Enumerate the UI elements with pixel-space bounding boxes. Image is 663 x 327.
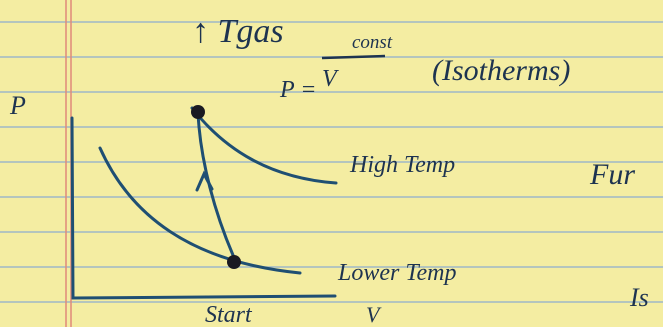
heading: ↑ Tgas (192, 13, 284, 50)
paper (0, 0, 663, 327)
margin-note: Fur (589, 158, 635, 191)
annotation: (Isotherms) (432, 54, 570, 87)
formula-lhs: P = (279, 77, 316, 103)
curve-label: High Temp (349, 152, 455, 178)
curve-label: Lower Temp (337, 260, 456, 286)
y-axis-label: P (9, 91, 26, 120)
margin-note: Is (629, 283, 649, 312)
denominator: V (322, 66, 339, 92)
numerator: const (352, 32, 393, 53)
state-point (191, 105, 205, 119)
notebook-page: ↑ Tgas const P = V (Isotherms) P V High … (0, 0, 663, 327)
start-label: Start (205, 302, 253, 327)
state-point (227, 255, 241, 269)
